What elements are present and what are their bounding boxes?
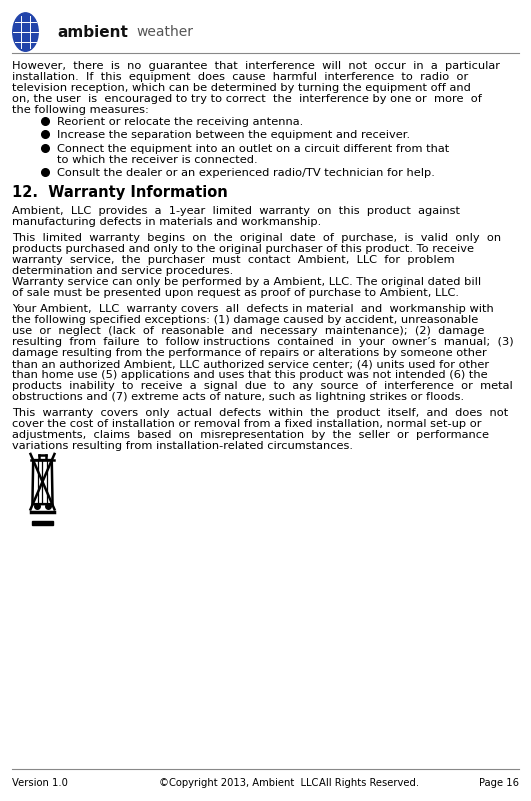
FancyBboxPatch shape	[32, 521, 53, 525]
Text: manufacturing defects in materials and workmanship.: manufacturing defects in materials and w…	[12, 216, 321, 227]
Text: warranty  service,  the  purchaser  must  contact  Ambient,  LLC  for  problem: warranty service, the purchaser must con…	[12, 255, 455, 265]
Text: Version 1.0: Version 1.0	[12, 779, 67, 788]
Text: than home use (5) applications and uses that this product was not intended (6) t: than home use (5) applications and uses …	[12, 370, 487, 380]
Text: to which the receiver is connected.: to which the receiver is connected.	[57, 155, 258, 165]
Text: installation.  If  this  equipment  does  cause  harmful  interference  to  radi: installation. If this equipment does cau…	[12, 72, 468, 82]
Text: of sale must be presented upon request as proof of purchase to Ambient, LLC.: of sale must be presented upon request a…	[12, 288, 459, 298]
Text: Page 16: Page 16	[479, 779, 519, 788]
Text: All Rights Reserved.: All Rights Reserved.	[319, 779, 419, 788]
Text: However,  there  is  no  guarantee  that  interference  will  not  occur  in  a : However, there is no guarantee that inte…	[12, 61, 500, 70]
Text: the following measures:: the following measures:	[12, 105, 149, 115]
Text: variations resulting from installation-related circumstances.: variations resulting from installation-r…	[12, 441, 353, 451]
Text: adjustments,  claims  based  on  misrepresentation  by  the  seller  or  perform: adjustments, claims based on misrepresen…	[12, 430, 489, 441]
Text: products purchased and only to the original purchaser of this product. To receiv: products purchased and only to the origi…	[12, 244, 474, 254]
Text: Ambient,  LLC  provides  a  1-year  limited  warranty  on  this  product  agains: Ambient, LLC provides a 1-year limited w…	[12, 206, 460, 215]
Text: damage resulting from the performance of repairs or alterations by someone other: damage resulting from the performance of…	[12, 348, 486, 358]
Text: resulting  from  failure  to  follow instructions  contained  in  your  owner’s : resulting from failure to follow instruc…	[12, 337, 513, 347]
Text: use  or  neglect  (lack  of  reasonable  and  necessary  maintenance);  (2)  dam: use or neglect (lack of reasonable and n…	[12, 326, 484, 336]
Text: television reception, which can be determined by turning the equipment off and: television reception, which can be deter…	[12, 83, 470, 93]
Text: Consult the dealer or an experienced radio/TV technician for help.: Consult the dealer or an experienced rad…	[57, 168, 435, 178]
Text: Connect the equipment into an outlet on a circuit different from that: Connect the equipment into an outlet on …	[57, 144, 450, 154]
Text: products  inability  to  receive  a  signal  due  to  any  source  of  interfere: products inability to receive a signal d…	[12, 381, 512, 391]
Text: weather: weather	[136, 25, 193, 39]
Text: Your Ambient,  LLC  warranty covers  all  defects in material  and  workmanship : Your Ambient, LLC warranty covers all de…	[12, 304, 493, 314]
Text: ©Copyright 2013, Ambient  LLC.: ©Copyright 2013, Ambient LLC.	[159, 779, 322, 788]
Text: than an authorized Ambient, LLC authorized service center; (4) units used for ot: than an authorized Ambient, LLC authoriz…	[12, 359, 489, 369]
Text: 12.  Warranty Information: 12. Warranty Information	[12, 186, 227, 200]
Text: Increase the separation between the equipment and receiver.: Increase the separation between the equi…	[57, 131, 410, 140]
Text: This  warranty  covers  only  actual  defects  within  the  product  itself,  an: This warranty covers only actual defects…	[12, 409, 508, 418]
Text: on, the user  is  encouraged to try to correct  the  interference by one or  mor: on, the user is encouraged to try to cor…	[12, 94, 482, 103]
Text: the following specified exceptions: (1) damage caused by accident, unreasonable: the following specified exceptions: (1) …	[12, 316, 478, 325]
Text: Warranty service can only be performed by a Ambient, LLC. The original dated bil: Warranty service can only be performed b…	[12, 277, 481, 287]
Text: ambient: ambient	[57, 25, 128, 39]
Circle shape	[13, 13, 38, 51]
Text: Reorient or relocate the receiving antenna.: Reorient or relocate the receiving anten…	[57, 117, 304, 127]
Text: obstructions and (7) extreme acts of nature, such as lightning strikes or floods: obstructions and (7) extreme acts of nat…	[12, 392, 464, 402]
Text: This  limited  warranty  begins  on  the  original  date  of  purchase,  is  val: This limited warranty begins on the orig…	[12, 233, 501, 244]
Text: determination and service procedures.: determination and service procedures.	[12, 266, 233, 276]
Text: cover the cost of installation or removal from a fixed installation, normal set-: cover the cost of installation or remova…	[12, 419, 481, 429]
